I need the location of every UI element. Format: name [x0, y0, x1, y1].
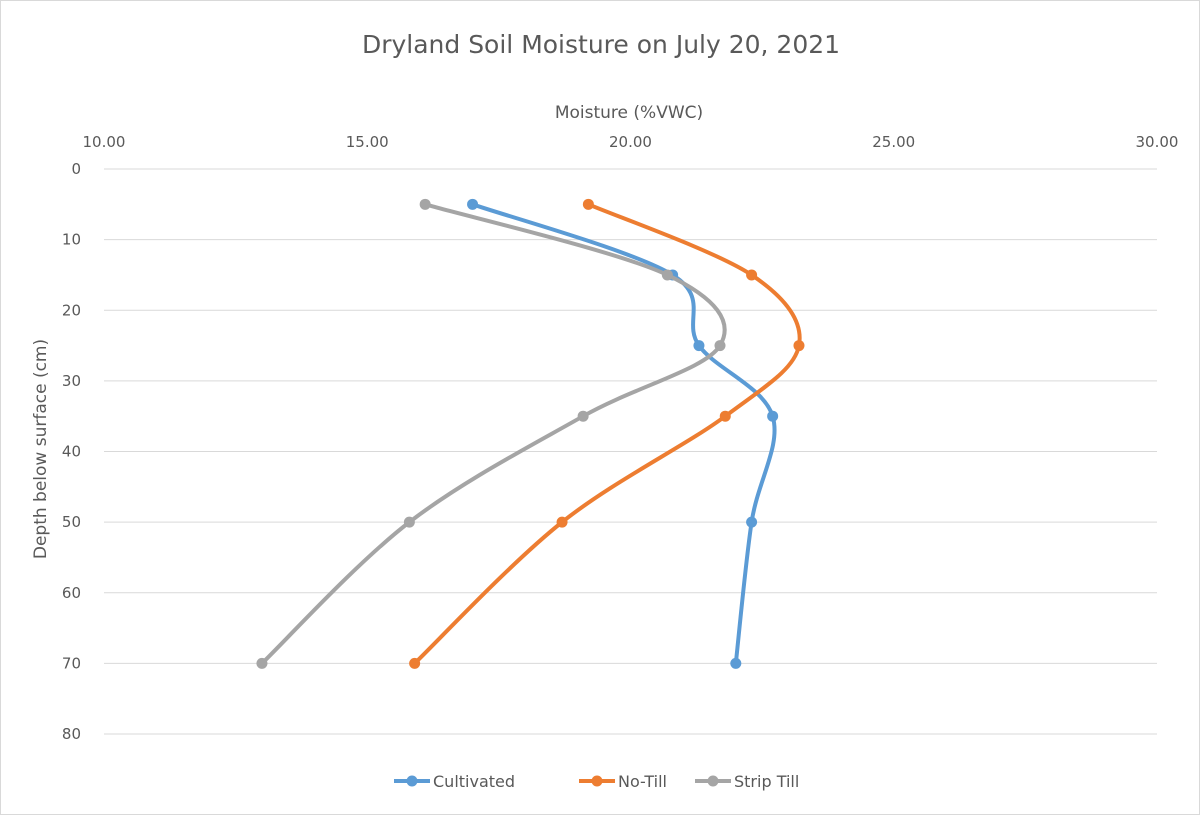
data-point-no-till — [582, 198, 594, 210]
y-axis-ticks: 0 10 20 30 40 50 60 70 80 — [62, 160, 81, 743]
data-point-strip-till — [256, 657, 268, 669]
data-point-no-till — [409, 657, 421, 669]
x-tick-label: 20.00 — [609, 133, 652, 151]
data-point-strip-till — [661, 269, 673, 281]
x-tick-label: 15.00 — [346, 133, 389, 151]
legend-swatch-marker — [406, 775, 418, 787]
series-line-strip-till — [259, 202, 727, 666]
data-point-strip-till — [577, 410, 589, 422]
data-point-cultivated — [767, 410, 779, 422]
y-tick-label: 70 — [62, 654, 81, 672]
chart-title: Dryland Soil Moisture on July 20, 2021 — [362, 30, 840, 59]
data-point-no-till — [556, 516, 568, 528]
legend-swatch-marker — [591, 775, 603, 787]
series-strip-till — [256, 198, 727, 669]
y-tick-label: 0 — [71, 160, 81, 178]
x-tick-label: 25.00 — [872, 133, 915, 151]
data-point-strip-till — [403, 516, 415, 528]
legend: Cultivated No-Till Strip Till — [394, 772, 799, 791]
data-point-no-till — [746, 269, 758, 281]
legend-label: Strip Till — [734, 772, 799, 791]
data-point-strip-till — [419, 198, 431, 210]
y-tick-label: 60 — [62, 584, 81, 602]
y-tick-label: 40 — [62, 443, 81, 461]
y-tick-label: 50 — [62, 513, 81, 531]
x-tick-label: 10.00 — [83, 133, 126, 151]
series-line-cultivated — [470, 202, 777, 666]
legend-label: Cultivated — [433, 772, 515, 791]
data-point-no-till — [719, 410, 731, 422]
y-tick-label: 20 — [62, 301, 81, 319]
data-point-no-till — [793, 340, 805, 352]
gridlines — [104, 168, 1157, 735]
series-line-no-till — [412, 202, 802, 666]
legend-item-no-till: No-Till — [579, 772, 667, 791]
data-point-cultivated — [467, 198, 479, 210]
legend-item-cultivated: Cultivated — [394, 772, 515, 791]
legend-label: No-Till — [618, 772, 667, 791]
legend-item-strip-till: Strip Till — [695, 772, 799, 791]
y-tick-label: 80 — [62, 725, 81, 743]
y-axis-title: Depth below surface (cm) — [31, 339, 51, 559]
plot-series — [256, 198, 805, 669]
data-point-cultivated — [746, 516, 758, 528]
series-cultivated — [467, 198, 779, 669]
x-tick-label: 30.00 — [1136, 133, 1179, 151]
data-point-cultivated — [693, 340, 705, 352]
y-tick-label: 10 — [62, 231, 81, 249]
series-no-till — [409, 198, 805, 669]
x-axis-title: Moisture (%VWC) — [555, 103, 703, 123]
data-point-strip-till — [714, 340, 726, 352]
y-tick-label: 30 — [62, 372, 81, 390]
x-axis-ticks: 10.00 15.00 20.00 25.00 30.00 — [83, 133, 1179, 151]
data-point-cultivated — [730, 657, 742, 669]
legend-swatch-marker — [707, 775, 719, 787]
